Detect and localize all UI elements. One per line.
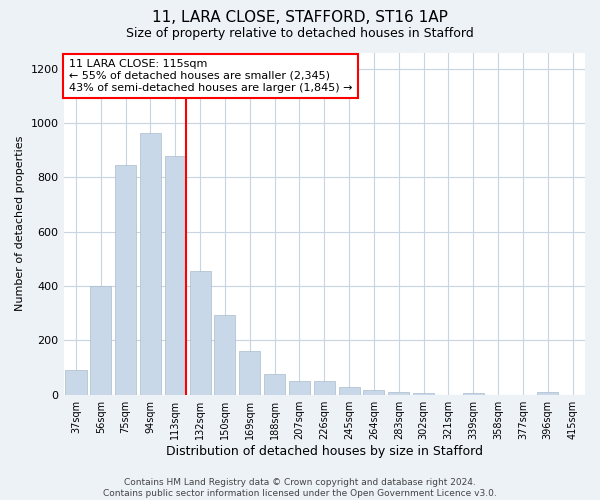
X-axis label: Distribution of detached houses by size in Stafford: Distribution of detached houses by size …	[166, 444, 483, 458]
Bar	[190, 271, 211, 394]
Bar	[364, 390, 385, 394]
Bar	[314, 380, 335, 394]
Bar	[338, 387, 359, 394]
Bar	[463, 392, 484, 394]
Bar	[140, 132, 161, 394]
Bar	[537, 392, 559, 394]
Bar	[90, 286, 112, 395]
Bar	[239, 352, 260, 395]
Bar	[264, 374, 285, 394]
Bar	[115, 165, 136, 394]
Bar	[289, 380, 310, 394]
Y-axis label: Number of detached properties: Number of detached properties	[15, 136, 25, 312]
Bar	[165, 156, 186, 394]
Bar	[65, 370, 86, 394]
Text: 11, LARA CLOSE, STAFFORD, ST16 1AP: 11, LARA CLOSE, STAFFORD, ST16 1AP	[152, 10, 448, 25]
Text: 11 LARA CLOSE: 115sqm
← 55% of detached houses are smaller (2,345)
43% of semi-d: 11 LARA CLOSE: 115sqm ← 55% of detached …	[69, 60, 352, 92]
Bar	[214, 314, 235, 394]
Text: Size of property relative to detached houses in Stafford: Size of property relative to detached ho…	[126, 28, 474, 40]
Bar	[388, 392, 409, 394]
Text: Contains HM Land Registry data © Crown copyright and database right 2024.
Contai: Contains HM Land Registry data © Crown c…	[103, 478, 497, 498]
